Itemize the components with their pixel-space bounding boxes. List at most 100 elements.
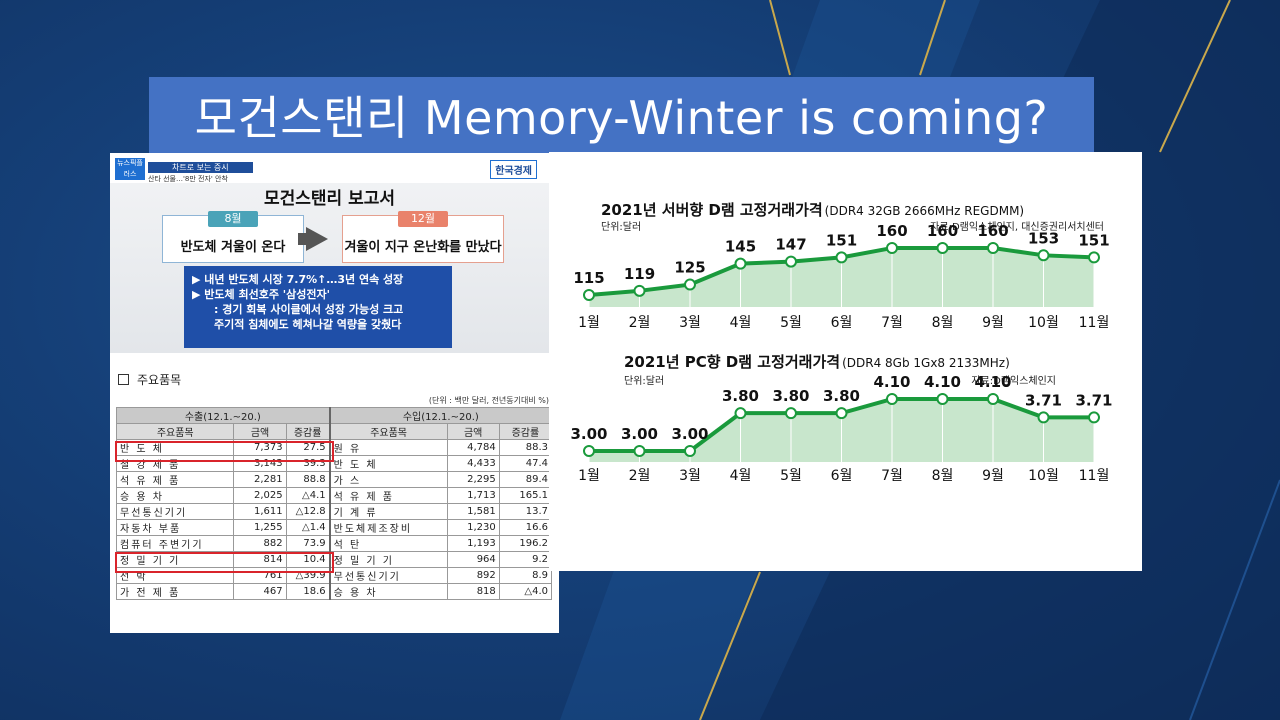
december-box: 12월 겨울이 지구 온난화를 만났다 — [342, 211, 504, 263]
table-cell: 467 — [233, 583, 287, 600]
import-header: 수입(12.1.~20.) — [328, 407, 552, 424]
chart-x-tick: 5월 — [780, 468, 802, 484]
col-header: 금액 — [233, 423, 287, 440]
chart-point — [1088, 411, 1100, 424]
chart-x-tick: 7월 — [881, 468, 903, 484]
chart1-title: 2021년 서버향 D램 고정거래가격 (DDR4 32GB 2666MHz RE… — [601, 201, 1024, 219]
chart-point — [684, 445, 696, 457]
table-cell: 가 전 제 품 — [115, 583, 235, 600]
december-label: 12월 — [398, 211, 448, 227]
chart2-pc-dram: 3.00 1월 3.00 2월 3.00 3월 3.80 4월 3.80 5월 3.80 6월 4.10… — [570, 373, 1112, 484]
chart-x-tick: 2월 — [629, 468, 651, 484]
chart-x-tick: 3월 — [679, 468, 701, 484]
chart-x-tick: 9월 — [982, 315, 1004, 331]
table-cell: 818 — [446, 583, 500, 600]
charts-svg: 2021년 서버향 D램 고정거래가격 (DDR4 32GB 2666MHz RE… — [570, 201, 1112, 484]
table-row: 가 전 제 품 467 18.6 승 용 차 818 △4.0 — [115, 583, 553, 600]
december-text: 겨울이 지구 온난화를 만났다 — [344, 240, 502, 255]
bullet-3: : 경기 회복 사이클에서 성장 가능성 크고 — [214, 303, 404, 316]
chart-data-label: 125 — [674, 259, 705, 277]
table-cell: 1,581 — [446, 503, 500, 520]
table-unit: (단위 : 백만 달러, 전년동기대비 %) — [428, 396, 549, 405]
chart2-title: 2021년 PC향 D램 고정거래가격 (DDR4 8Gb 1Gx8 2133MH… — [624, 353, 1010, 371]
table-row: 컴퓨터 주변기기 882 73.9 석 탄 1,193 196.2 — [115, 535, 553, 552]
chart-data-label: 3.00 — [621, 425, 658, 443]
chart-point — [684, 278, 696, 291]
trade-table: 수출(12.1.~20.) 수입(12.1.~20.) 주요품목 금액 증감률 … — [115, 407, 553, 600]
table-cell: 2,295 — [446, 471, 500, 488]
chart-point — [734, 407, 747, 420]
chart-x-tick: 8월 — [932, 468, 954, 484]
news-subhead: 산타 선물…'8만 전자' 안착 — [148, 175, 228, 183]
table-cell: 무선통신기기 — [115, 503, 235, 520]
table-cell: 반도체제조장비 — [328, 519, 448, 536]
chart-data-label: 3.80 — [722, 387, 759, 405]
table-cell: 165.1 — [498, 487, 553, 504]
chart-data-label: 151 — [1078, 231, 1109, 249]
chart2-unit: 단위:달러 — [624, 374, 664, 387]
news-logo: 뉴스픽플러스 — [115, 158, 145, 180]
bullet-2: ▶ 반도체 최선호주 '삼성전자' — [192, 288, 331, 301]
chart-x-tick: 9월 — [982, 468, 1004, 484]
table-header-group: 수출(12.1.~20.) 수입(12.1.~20.) — [115, 407, 552, 424]
table-cell: 4,784 — [446, 439, 500, 456]
chart-x-tick: 5월 — [780, 315, 802, 331]
chart-data-label: 3.00 — [671, 425, 708, 443]
table-row: 자동차 부품 1,255 △1.4 반도체제조장비 1,230 16.6 — [115, 519, 553, 536]
news-brand: 한국경제 — [490, 160, 537, 179]
table-cell: 자동차 부품 — [115, 519, 235, 536]
chart-x-tick: 4월 — [730, 315, 752, 331]
slide-title: 모건스탠리 Memory-Winter is coming? — [149, 77, 1094, 153]
bullet-1: ▶ 내년 반도체 시장 7.7%↑…3년 연속 성장 — [192, 273, 404, 286]
table-cell: 89.4 — [498, 471, 553, 488]
table-cell: 석 유 제 품 — [328, 487, 448, 504]
chart-data-label: 4.10 — [873, 373, 910, 391]
table-cell: 반 도 체 — [328, 455, 448, 472]
table-cell: 7,373 — [233, 439, 287, 456]
table-cell: 2,025 — [233, 487, 287, 504]
chart-point — [785, 407, 797, 420]
table-cell: 석 탄 — [328, 535, 448, 552]
col-header: 금액 — [446, 423, 500, 440]
chart-x-tick: 7월 — [881, 315, 903, 331]
table-cell: △1.4 — [285, 519, 331, 536]
chart-point — [1037, 249, 1050, 262]
chart-point — [987, 242, 999, 254]
chart1-source: 자료:D램익스체인지, 대신증권리서치센터 — [930, 221, 1104, 233]
august-label: 8월 — [208, 211, 258, 227]
table-cell: 무선통신기기 — [328, 567, 448, 584]
col-header: 증감률 — [498, 423, 553, 440]
chart2-source: 자료:D램익스체인지 — [971, 375, 1056, 387]
chart-point — [835, 251, 848, 264]
table-cell: 88.3 — [498, 439, 553, 456]
chart-x-tick: 11월 — [1079, 468, 1110, 484]
chart-point — [583, 445, 595, 457]
chart1-title-main: 2021년 서버향 D램 고정거래가격 — [601, 201, 823, 219]
export-header: 수출(12.1.~20.) — [115, 407, 331, 424]
gold-line-top-2 — [919, 0, 946, 76]
table-cell: △4.1 — [285, 487, 331, 504]
chart-point — [633, 445, 646, 457]
chart-point — [936, 242, 949, 254]
col-header: 증감률 — [285, 423, 331, 440]
chart-data-label: 3.80 — [772, 387, 809, 405]
table-cell: 2,281 — [233, 471, 287, 488]
bullet-4: 주기적 침체에도 헤쳐나갈 역량을 갖췄다 — [214, 318, 402, 331]
chart-x-tick: 3월 — [679, 315, 701, 331]
chart-data-label: 115 — [573, 269, 604, 287]
chart-point — [835, 407, 848, 420]
chart2-subtitle: (DDR4 8Gb 1Gx8 2133MHz) — [842, 356, 1010, 370]
chart-x-tick: 10월 — [1028, 468, 1059, 484]
table-cell: 73.9 — [285, 535, 331, 552]
table-column-headers: 주요품목 금액 증감률 주요품목 금액 증감률 — [115, 423, 553, 440]
table-cell: 1,193 — [446, 535, 500, 552]
news-bullets: ▶ 내년 반도체 시장 7.7%↑…3년 연속 성장 ▶ 반도체 최선호주 '삼… — [184, 266, 452, 348]
table-cell: 승 용 차 — [115, 487, 235, 504]
chart-data-label: 160 — [927, 222, 958, 240]
table-cell: 13.7 — [498, 503, 553, 520]
table-caption-text: 주요품목 — [137, 373, 182, 387]
table-cell: 892 — [446, 567, 500, 584]
table-cell: 원 유 — [328, 439, 448, 456]
table-cell: △12.8 — [285, 503, 331, 520]
table-cell: △4.0 — [498, 583, 553, 600]
